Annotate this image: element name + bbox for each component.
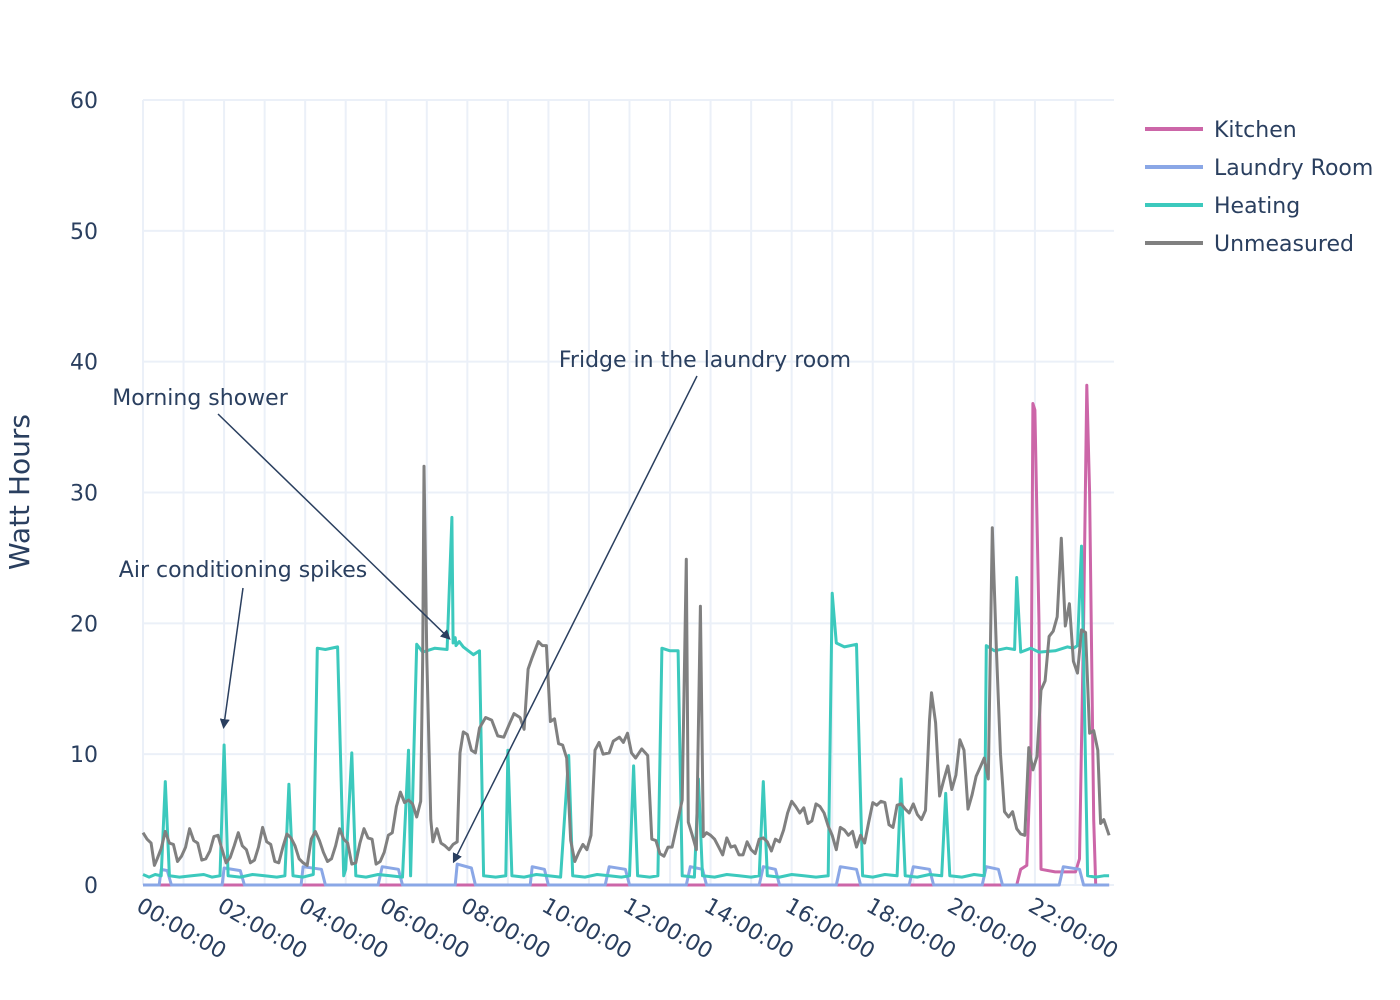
annotation-arrow: [219, 587, 244, 730]
annotation-arrow: [452, 375, 698, 864]
gridlines: [142, 99, 1114, 886]
series-line-unmeasured: [141, 464, 1111, 867]
annotation-label: Air conditioning spikes: [119, 558, 367, 583]
y-tick-label: 0: [84, 874, 98, 899]
annotations: Air conditioning spikes Morning shower Fri…: [112, 348, 851, 864]
series-line-kitchen: [143, 383, 1110, 887]
x-tick-label: 00:00:00: [132, 894, 230, 965]
y-tick-label: 60: [70, 89, 98, 114]
y-axis-title: Watt Hours: [3, 414, 36, 570]
x-tick-label: 14:00:00: [700, 894, 798, 965]
series-line-heating: [142, 515, 1110, 879]
x-tick-label: 06:00:00: [375, 894, 473, 965]
series-lines: [141, 383, 1111, 887]
y-tick-label: 30: [70, 482, 98, 507]
x-tick-label: 02:00:00: [213, 894, 311, 965]
series-line-laundry-room: [143, 862, 1110, 887]
annotation-arrow: [217, 413, 451, 640]
legend-label: Kitchen: [1214, 118, 1297, 143]
x-tick-label: 12:00:00: [619, 894, 717, 965]
y-tick-label: 40: [70, 351, 98, 376]
y-axis-ticks: 0 10 20 30 40 50 60: [70, 89, 98, 899]
y-tick-label: 50: [70, 220, 98, 245]
y-tick-label: 10: [70, 743, 98, 768]
x-tick-label: 18:00:00: [862, 894, 960, 965]
x-tick-label: 04:00:00: [294, 894, 392, 965]
y-tick-label: 20: [70, 612, 98, 637]
legend-label: Heating: [1214, 194, 1300, 219]
annotation-label: Morning shower: [112, 386, 288, 411]
x-tick-label: 16:00:00: [781, 894, 879, 965]
x-tick-label: 08:00:00: [456, 894, 554, 965]
x-tick-label: 10:00:00: [537, 894, 635, 965]
legend: Kitchen Laundry Room Heating Unmeasured: [1145, 118, 1373, 257]
x-tick-label: 22:00:00: [1024, 894, 1122, 965]
annotation-label: Fridge in the laundry room: [559, 348, 851, 373]
x-axis-ticks: 00:00:0002:00:0004:00:0006:00:0008:00:00…: [132, 894, 1122, 965]
x-tick-label: 20:00:00: [943, 894, 1041, 965]
legend-label: Laundry Room: [1214, 156, 1373, 181]
legend-label: Unmeasured: [1214, 232, 1354, 257]
